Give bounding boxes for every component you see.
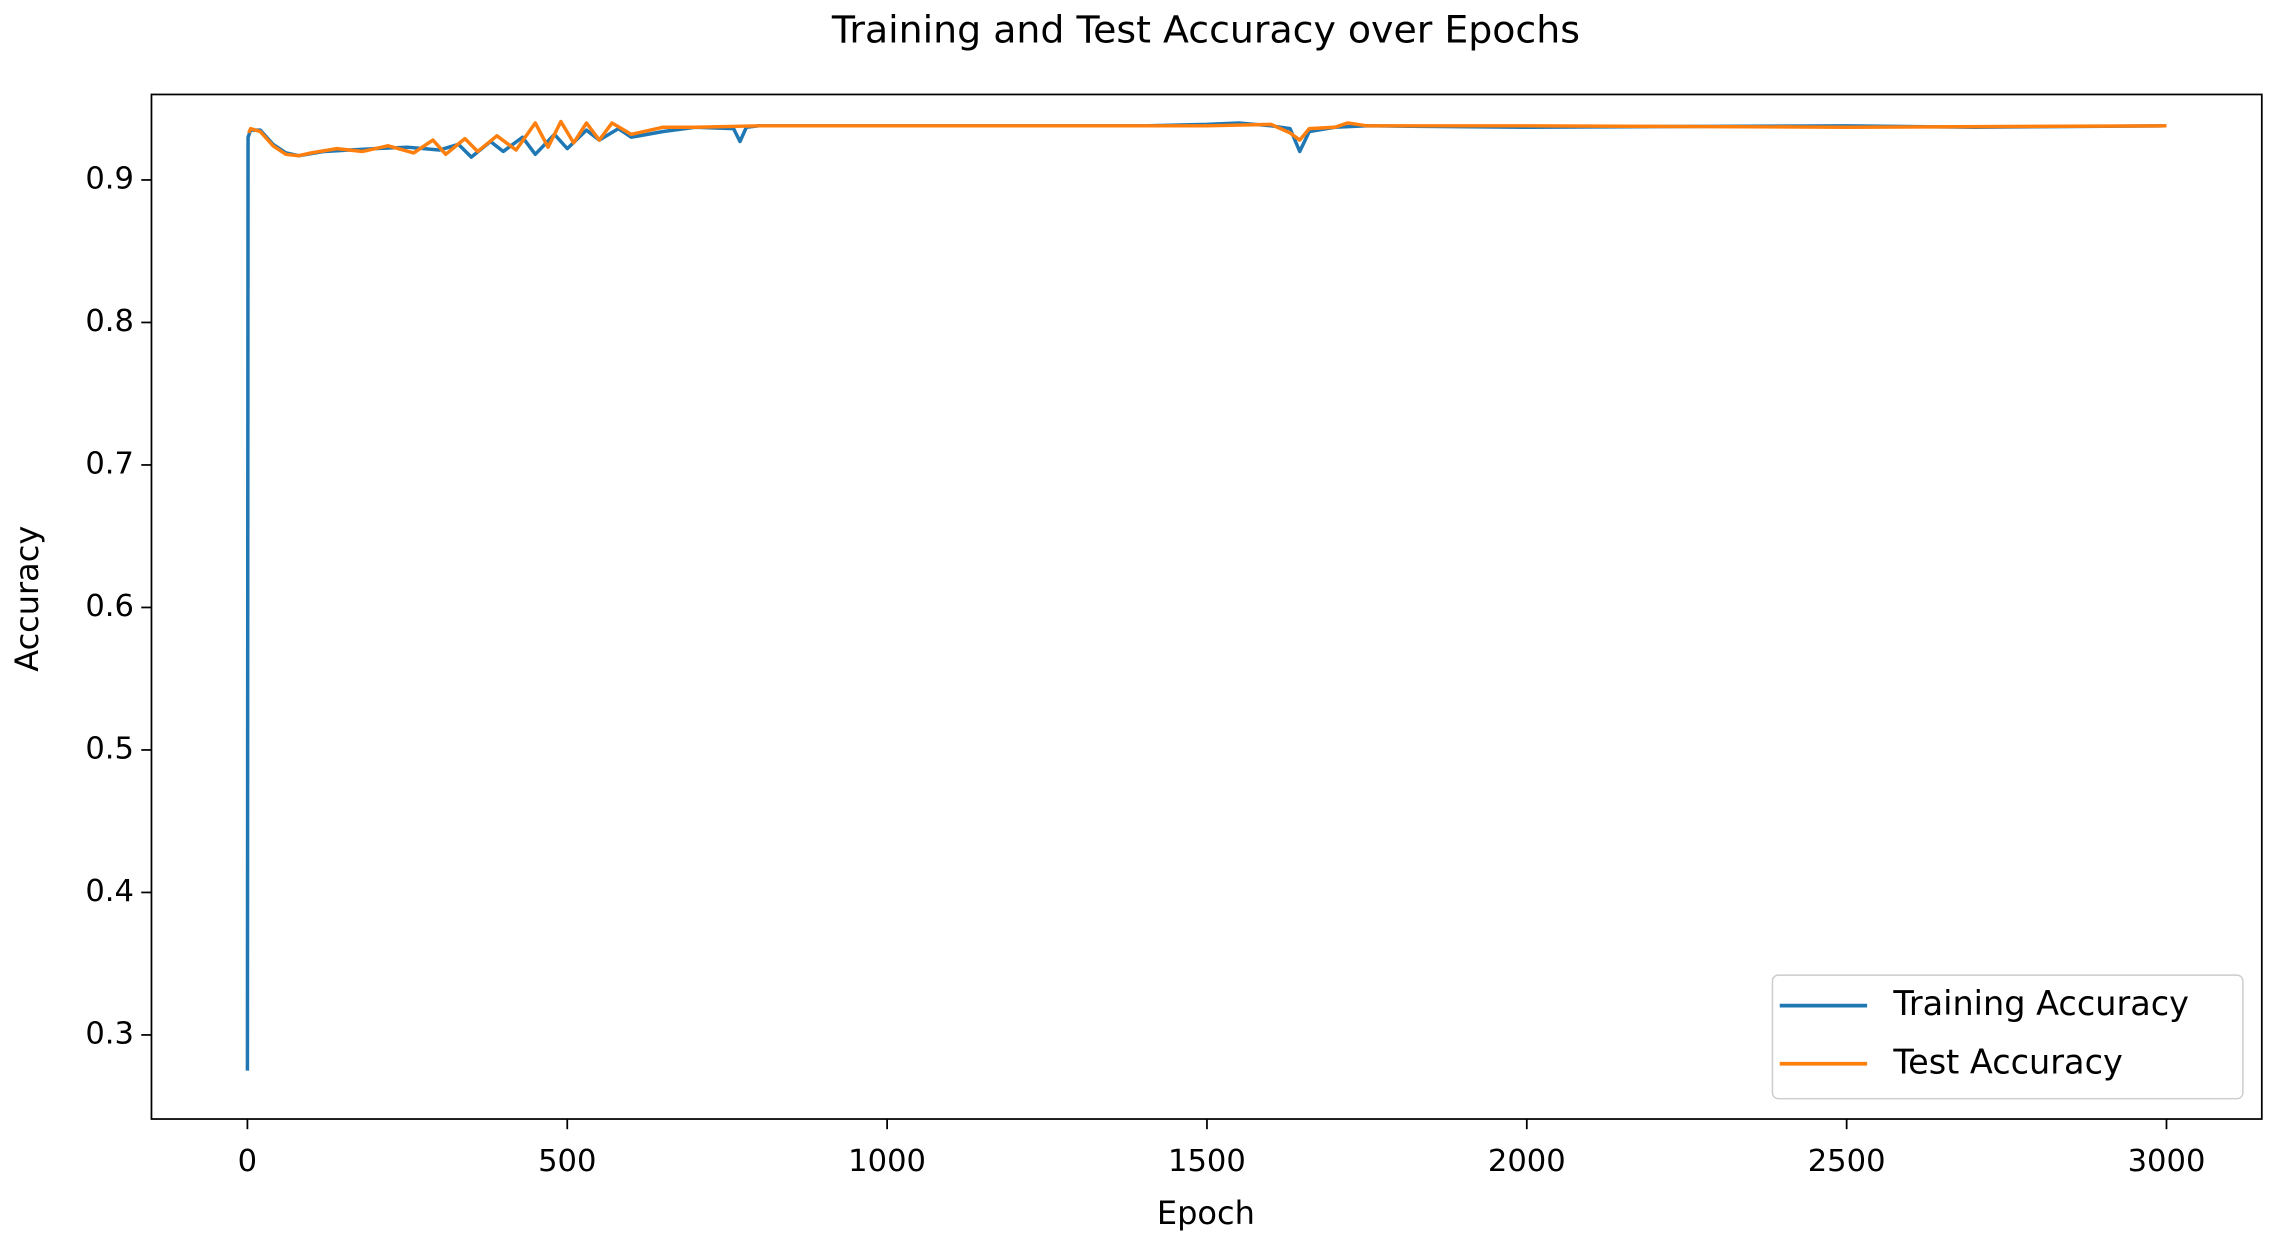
y-axis-label: Accuracy xyxy=(8,526,46,672)
x-tick-label: 500 xyxy=(538,1144,596,1179)
x-tick-label: 3000 xyxy=(2128,1144,2206,1179)
y-tick-label: 0.9 xyxy=(85,161,134,196)
y-tick-label: 0.8 xyxy=(85,304,134,339)
x-axis-label: Epoch xyxy=(1157,1194,1255,1232)
y-tick-label: 0.6 xyxy=(85,589,134,624)
legend-label: Test Accuracy xyxy=(1892,1042,2122,1081)
y-tick-label: 0.4 xyxy=(85,874,134,909)
legend: Training Accuracy Test Accuracy xyxy=(1771,974,2244,1100)
data-line xyxy=(247,119,2167,158)
y-tick-label: 0.3 xyxy=(85,1016,134,1051)
legend-box xyxy=(1771,974,2244,1100)
y-tick-label: 0.7 xyxy=(85,446,134,481)
x-tick-label: 2000 xyxy=(1488,1144,1566,1179)
data-line xyxy=(245,121,2167,1071)
plot-frame xyxy=(150,93,2263,1120)
x-tick-label: 0 xyxy=(238,1144,257,1179)
x-tick-label: 1500 xyxy=(1168,1144,1246,1179)
legend-label: Training Accuracy xyxy=(1892,984,2189,1023)
y-tick-label: 0.5 xyxy=(85,731,134,766)
x-tick-label: 1000 xyxy=(848,1144,926,1179)
x-tick-label: 2500 xyxy=(1808,1144,1886,1179)
chart-title: Training and Test Accuracy over Epochs xyxy=(831,7,1580,51)
